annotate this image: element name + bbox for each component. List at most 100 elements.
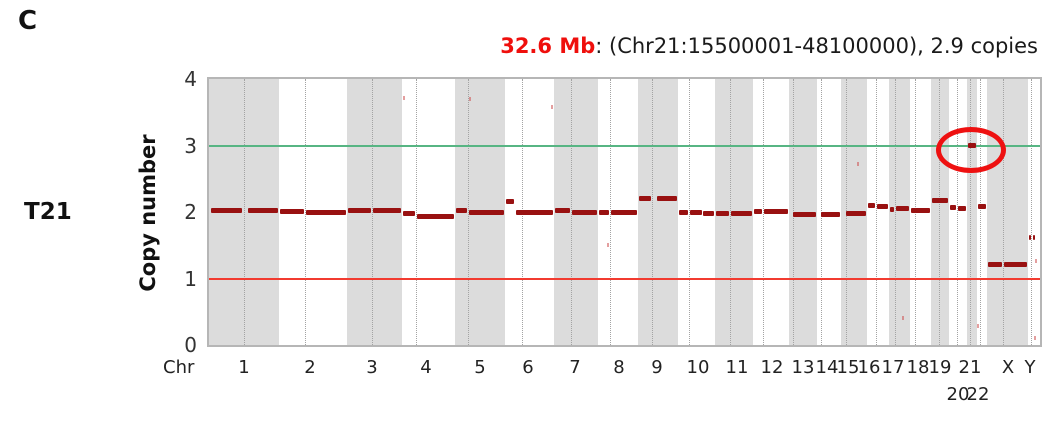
centromere-line-chr3	[372, 79, 373, 345]
outlier-dot	[403, 95, 405, 100]
chart-title-rest: : (Chr21:15500001-48100000), 2.9 copies	[595, 34, 1038, 58]
chromosome-band-chr21	[967, 79, 977, 345]
centromere-line-chr19	[939, 79, 940, 345]
cn-segment-chr4	[417, 214, 454, 220]
cn-segment-chr2	[280, 208, 304, 214]
centromere-line-chr8	[610, 79, 611, 345]
y-tick-label-2: 2	[184, 200, 197, 224]
centromere-line-chr5	[468, 79, 469, 345]
x-tick-label-chr11: 11	[725, 357, 749, 378]
cn-segment-chr7	[555, 207, 570, 213]
centromere-line-chr13	[793, 79, 794, 345]
cn-segment-chr14	[821, 212, 840, 218]
gain-threshold-reference-line	[209, 144, 1040, 147]
x-tick-label-chr4: 4	[420, 357, 432, 378]
y-tick-label-4: 4	[184, 67, 197, 91]
chromosome-band-chr19	[931, 79, 949, 345]
centromere-line-chr10	[689, 79, 690, 345]
cn-segment-chr20	[958, 205, 966, 211]
x-tick-label-chr1: 1	[238, 357, 250, 378]
outlier-dot	[857, 162, 859, 167]
x-tick-label-chr22: 22	[966, 384, 990, 405]
cn-segment-chr20	[950, 204, 956, 210]
x-tick-label-chr9: 9	[651, 357, 663, 378]
cn-segment-chrX	[1004, 262, 1027, 268]
cn-segment-chrX	[988, 262, 1002, 268]
cn-segment-chr2	[306, 209, 346, 215]
x-tick-label-chr10: 10	[686, 357, 710, 378]
centromere-line-chr20	[957, 79, 958, 345]
outlier-dot	[1034, 336, 1036, 341]
outlier-dot	[607, 243, 609, 248]
centromere-line-chr14	[821, 79, 822, 345]
centromere-line-chrY	[1031, 79, 1032, 345]
cn-segment-chr22	[978, 204, 986, 210]
cn-segment-chr1	[211, 208, 242, 214]
x-tick-label-chr7: 7	[569, 357, 581, 378]
centromere-line-chr1	[244, 79, 245, 345]
x-tick-label-chr6: 6	[522, 357, 534, 378]
centromere-line-chr7	[571, 79, 572, 345]
outlier-dot	[469, 96, 471, 101]
cn-segment-chr11	[716, 210, 729, 216]
cn-segment-chr7	[572, 209, 597, 215]
centromere-line-chr12	[763, 79, 764, 345]
cn-segment-chr10	[679, 209, 688, 215]
centromere-line-chrX	[1003, 79, 1004, 345]
centromere-line-chr2	[305, 79, 306, 345]
cn-segment-chr9	[657, 195, 677, 201]
x-tick-label-chr8: 8	[613, 357, 625, 378]
cn-segment-chr10	[690, 209, 702, 215]
centromere-line-chr22	[980, 79, 981, 345]
centromere-line-chr21	[970, 79, 971, 345]
cn-segment-chr17	[890, 206, 894, 212]
cn-segment-chr8	[599, 209, 609, 215]
x-axis-header: Chr	[163, 357, 195, 378]
x-tick-label-chrY: Y	[1024, 357, 1036, 378]
cn-segment-chr11	[731, 211, 752, 217]
chart-title: 32.6 Mb: (Chr21:15500001-48100000), 2.9 …	[500, 34, 1038, 58]
chromosome-band-chrY	[1028, 79, 1040, 345]
cn-segment-chr17	[896, 205, 909, 211]
cn-segment-chr5	[456, 207, 467, 213]
cn-segment-chr5	[469, 209, 504, 215]
y-tick-label-0: 0	[184, 333, 197, 357]
x-tick-label-chr3: 3	[366, 357, 378, 378]
outlier-dot	[902, 316, 904, 321]
cn-segment-chr3	[373, 207, 401, 213]
plot-area	[207, 77, 1042, 347]
y-tick-label-3: 3	[184, 133, 197, 158]
x-tick-label-chr20: 20	[946, 384, 970, 405]
highlight-ellipse	[936, 126, 1006, 173]
cn-segment-chr12	[764, 208, 788, 214]
centromere-line-chr9	[652, 79, 653, 345]
x-tick-label-chrX: X	[1001, 357, 1015, 378]
cn-segment-chrY	[1033, 234, 1035, 240]
cn-segment-chr16	[877, 204, 888, 210]
panel-letter: C	[18, 6, 38, 36]
chromosome-band-chr16	[867, 79, 889, 345]
cn-segment-chr16	[868, 202, 875, 208]
centromere-line-chr17	[895, 79, 896, 345]
cn-segment-chr15	[846, 211, 866, 217]
loss-threshold-reference-line	[209, 277, 1040, 280]
chromosome-band-chr17	[889, 79, 910, 345]
cn-segment-chr4	[403, 211, 415, 217]
outlier-dot	[977, 324, 979, 329]
y-tick-label-1: 1	[184, 266, 197, 291]
chromosome-band-chr20	[949, 79, 967, 345]
cn-segment-chr10	[703, 211, 714, 217]
cn-segment-chr3	[348, 207, 371, 213]
sample-row-label: T21	[24, 199, 72, 225]
centromere-line-chr11	[730, 79, 731, 345]
centromere-line-chr16	[876, 79, 877, 345]
cn-segment-chr12	[754, 208, 762, 214]
x-tick-label-chr5: 5	[474, 357, 486, 378]
x-tick-label-chr13: 13	[791, 357, 815, 378]
x-tick-label-chr12: 12	[760, 357, 784, 378]
centromere-line-chr4	[416, 79, 417, 345]
outlier-dot	[551, 104, 553, 109]
cn-segment-chr8	[611, 209, 637, 215]
x-tick-label-chr18: 18	[906, 357, 930, 378]
